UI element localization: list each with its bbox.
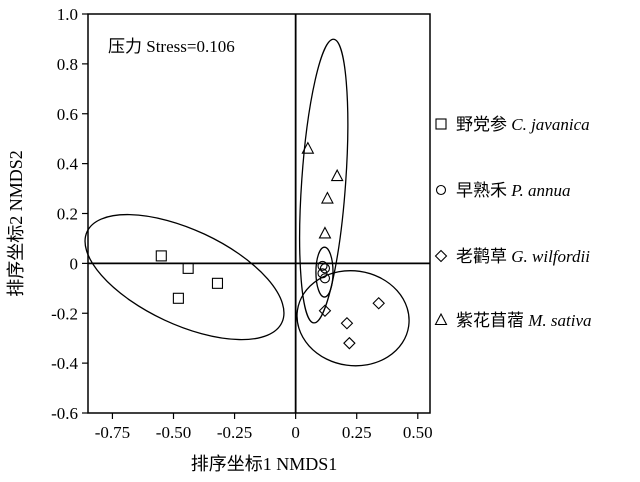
legend-marker-diamond	[434, 249, 448, 263]
data-point-triangle	[330, 168, 344, 182]
legend-label-latin: M. sativa	[527, 311, 591, 330]
axes-layer: -0.6 -0.4 -0.2 0 0.2 0.4 0.6 0.8 1.0 -0.75 -0.50 -0…	[51, 5, 433, 442]
legend-label-latin: C. javanica	[511, 115, 589, 134]
legend-label-cn: 早熟禾	[456, 180, 511, 200]
confidence-ellipse-diamond	[296, 270, 410, 367]
data-point-square	[182, 262, 194, 274]
data-point-triangle	[320, 191, 334, 204]
plot-frame	[87, 13, 431, 414]
data-point-square	[172, 292, 184, 304]
y-tick-label: 0.8	[57, 55, 78, 74]
legend-label: 老鹳草 G. wilfordii	[456, 247, 590, 266]
x-tick-label: 0	[291, 423, 300, 442]
y-axis-title: 排序坐标2 NMDS2	[6, 150, 26, 297]
y-tick-label: 0.2	[57, 205, 78, 224]
legend: 野党参 C. javanica 早熟禾 P. annua 老鹳草 G. wilfor…	[434, 115, 592, 330]
data-point-diamond	[318, 304, 332, 318]
legend-label: 野党参 C. javanica	[456, 115, 590, 134]
y-tick-label: 0.4	[57, 155, 79, 174]
x-axis-title: 排序坐标1 NMDS1	[191, 454, 338, 474]
legend-label-latin: G. wilfordii	[511, 247, 590, 266]
data-point-diamond	[340, 316, 354, 330]
y-tick-label: -0.6	[51, 404, 78, 423]
data-point-circle	[319, 263, 331, 274]
legend-label: 紫花苜蓿 M. sativa	[456, 311, 592, 330]
confidence-ellipse-square	[84, 213, 285, 341]
legend-marker-triangle	[434, 312, 448, 326]
ellipses-layer	[84, 38, 410, 367]
stress-annotation: 压力 Stress=0.106	[108, 37, 235, 56]
data-point-square	[155, 250, 167, 262]
data-point-square	[211, 277, 224, 289]
points-layer	[155, 141, 385, 350]
data-point-diamond	[372, 296, 385, 310]
x-tick-label: 0.25	[342, 423, 372, 442]
x-tick-label: 0.50	[403, 423, 433, 442]
legend-label: 早熟禾 P. annua	[456, 180, 570, 200]
x-tick-label: -0.75	[95, 423, 130, 442]
y-tick-label: 1.0	[57, 5, 78, 24]
data-point-circle	[319, 273, 331, 284]
legend-label-cn: 紫花苜蓿	[456, 311, 528, 330]
y-tick-label: -0.2	[51, 304, 78, 323]
y-tick-label: 0	[70, 254, 79, 273]
legend-label-cn: 野党参	[456, 115, 511, 134]
data-point-triangle	[318, 226, 332, 239]
legend-label-latin: P. annua	[510, 181, 570, 200]
data-point-circle	[317, 268, 328, 279]
confidence-ellipse-triangle	[299, 38, 349, 324]
y-tick-label: 0.6	[57, 105, 78, 124]
legend-marker-circle	[435, 184, 447, 196]
x-tick-label: -0.25	[217, 423, 252, 442]
data-point-diamond	[343, 336, 356, 350]
legend-marker-square	[435, 118, 447, 130]
x-tick-label: -0.50	[156, 423, 191, 442]
data-point-triangle	[301, 141, 315, 154]
y-tick-label: -0.4	[51, 354, 78, 373]
legend-label-cn: 老鹳草	[456, 247, 511, 266]
data-point-circle	[317, 260, 328, 271]
confidence-ellipse-circle	[315, 246, 334, 298]
